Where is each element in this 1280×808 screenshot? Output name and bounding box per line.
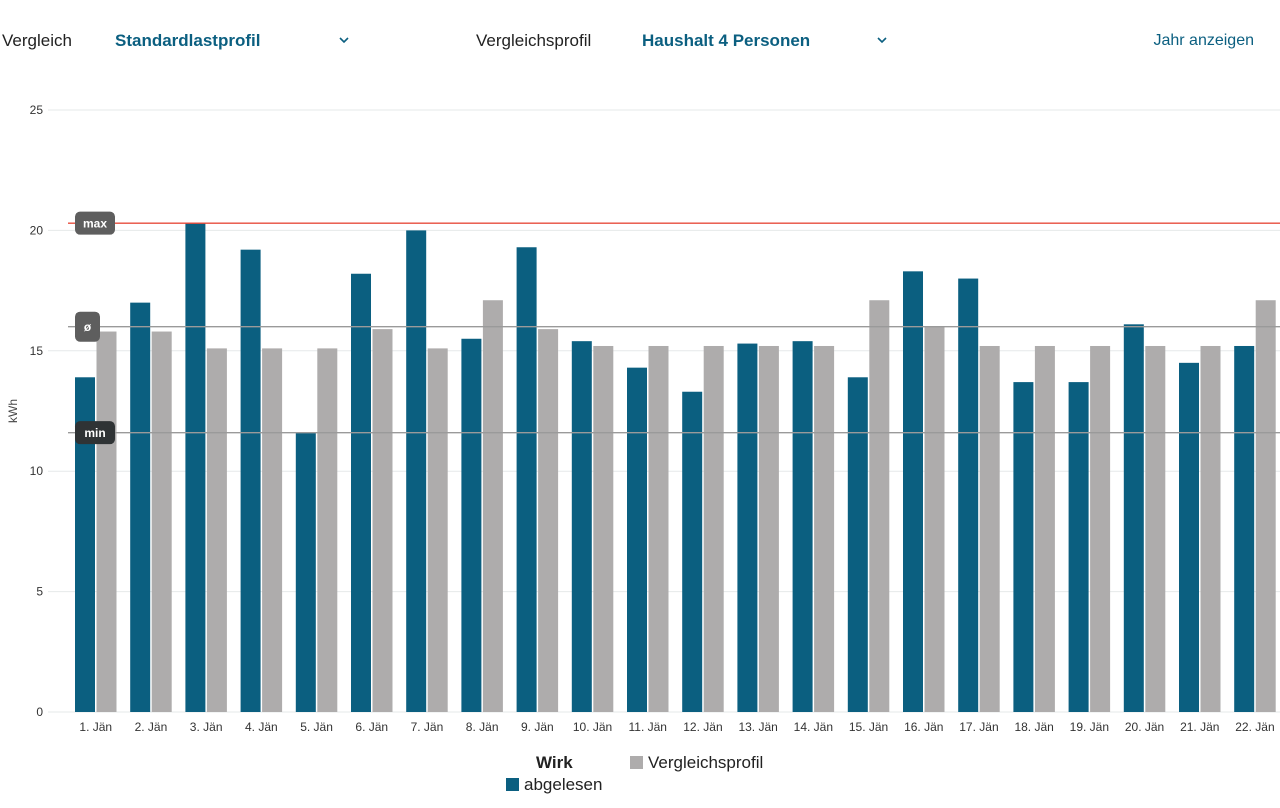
bar-abgelesen[interactable] bbox=[295, 432, 316, 712]
y-tick-label: 15 bbox=[30, 344, 44, 358]
bar-abgelesen[interactable] bbox=[75, 377, 95, 712]
bar-vergleichsprofil[interactable] bbox=[869, 300, 890, 712]
x-tick-label: 6. Jän bbox=[355, 720, 388, 734]
legend-title: Wirk bbox=[536, 753, 573, 772]
bar-abgelesen[interactable] bbox=[571, 341, 592, 712]
bar-vergleichsprofil[interactable] bbox=[1034, 345, 1055, 712]
bar-vergleichsprofil[interactable] bbox=[96, 331, 117, 712]
x-tick-label: 4. Jän bbox=[245, 720, 278, 734]
bar-vergleichsprofil[interactable] bbox=[979, 345, 1000, 712]
bar-abgelesen[interactable] bbox=[1013, 382, 1034, 712]
legend-swatch-abgelesen bbox=[506, 778, 519, 791]
chart-legend: Wirk Vergleichsprofil abgelesen bbox=[0, 750, 1280, 808]
bar-abgelesen[interactable] bbox=[958, 278, 979, 712]
bar-abgelesen[interactable] bbox=[627, 367, 647, 712]
reference-badge-avg bbox=[75, 311, 100, 342]
x-tick-label: 14. Jän bbox=[794, 720, 833, 734]
y-tick-label: 10 bbox=[30, 464, 44, 478]
bar-vergleichsprofil[interactable] bbox=[1200, 345, 1221, 712]
x-tick-label: 17. Jän bbox=[959, 720, 998, 734]
bar-abgelesen[interactable] bbox=[1179, 362, 1199, 712]
legend-label-vergleichsprofil: Vergleichsprofil bbox=[648, 753, 764, 772]
bar-vergleichsprofil[interactable] bbox=[758, 345, 779, 712]
x-tick-label: 5. Jän bbox=[300, 720, 333, 734]
bar-vergleichsprofil[interactable] bbox=[427, 348, 448, 712]
profile-label: Vergleichsprofil bbox=[476, 31, 592, 50]
kwh-bar-chart: 0 5 10 15 20 25 kWh 1. Jän 2. Jän 3. Jän 4. Jän 5. … bbox=[6, 103, 1280, 734]
bar-abgelesen[interactable] bbox=[1068, 382, 1089, 712]
legend-item-vergleichsprofil[interactable]: Vergleichsprofil bbox=[630, 753, 763, 773]
bar-abgelesen[interactable] bbox=[792, 341, 813, 712]
legend-swatch-vergleichsprofil bbox=[630, 756, 643, 769]
profile-select[interactable]: Haushalt 4 Personen bbox=[642, 31, 811, 50]
reference-label: ø bbox=[84, 320, 92, 334]
bar-vergleichsprofil[interactable] bbox=[206, 348, 227, 712]
bar-abgelesen[interactable] bbox=[516, 247, 537, 713]
reference-label: max bbox=[83, 217, 107, 231]
reference-badge-max bbox=[75, 211, 115, 235]
reference-badge-min bbox=[75, 421, 115, 445]
y-tick-label: 25 bbox=[30, 103, 44, 117]
x-tick-label: 19. Jän bbox=[1070, 720, 1109, 734]
bar-vergleichsprofil[interactable] bbox=[151, 331, 172, 712]
bar-abgelesen[interactable] bbox=[737, 343, 758, 712]
x-tick-label: 3. Jän bbox=[190, 720, 223, 734]
bar-vergleichsprofil[interactable] bbox=[1090, 345, 1111, 712]
compare-select[interactable]: Standardlastprofil bbox=[115, 31, 261, 50]
bar-abgelesen[interactable] bbox=[406, 230, 427, 712]
x-tick-label: 9. Jän bbox=[521, 720, 554, 734]
compare-label: Vergleich bbox=[2, 31, 72, 50]
bar-abgelesen[interactable] bbox=[185, 223, 206, 712]
bar-abgelesen[interactable] bbox=[1123, 324, 1144, 712]
bar-abgelesen[interactable] bbox=[682, 391, 703, 712]
bar-abgelesen[interactable] bbox=[847, 377, 868, 712]
filter-bar: Vergleich Standardlastprofil Vergleichsp… bbox=[0, 0, 1280, 84]
bar-abgelesen[interactable] bbox=[903, 271, 923, 712]
bar-abgelesen[interactable] bbox=[351, 273, 371, 712]
chevron-down-icon[interactable] bbox=[874, 32, 890, 48]
reference-label: min bbox=[84, 426, 105, 440]
bar-abgelesen[interactable] bbox=[240, 249, 261, 712]
x-tick-label: 18. Jän bbox=[1014, 720, 1053, 734]
x-tick-label: 22. Jän bbox=[1235, 720, 1274, 734]
x-tick-label: 1. Jän bbox=[79, 720, 112, 734]
x-tick-label: 8. Jän bbox=[466, 720, 499, 734]
x-tick-label: 21. Jän bbox=[1180, 720, 1219, 734]
x-tick-label: 10. Jän bbox=[573, 720, 612, 734]
x-tick-label: 13. Jän bbox=[738, 720, 777, 734]
bar-vergleichsprofil[interactable] bbox=[593, 345, 614, 712]
bar-abgelesen[interactable] bbox=[130, 302, 151, 712]
y-tick-label: 20 bbox=[30, 223, 44, 237]
x-tick-label: 20. Jän bbox=[1125, 720, 1164, 734]
legend-label-abgelesen: abgelesen bbox=[524, 775, 603, 794]
bar-vergleichsprofil[interactable] bbox=[262, 348, 283, 712]
y-tick-label: 5 bbox=[36, 585, 43, 599]
bar-vergleichsprofil[interactable] bbox=[814, 345, 835, 712]
x-tick-label: 2. Jän bbox=[135, 720, 168, 734]
show-year-link[interactable]: Jahr anzeigen bbox=[1153, 32, 1254, 49]
y-tick-label: 0 bbox=[36, 705, 43, 719]
x-tick-label: 16. Jän bbox=[904, 720, 943, 734]
bar-vergleichsprofil[interactable] bbox=[1255, 300, 1276, 712]
bar-abgelesen[interactable] bbox=[461, 338, 482, 712]
bar-vergleichsprofil[interactable] bbox=[317, 348, 338, 712]
x-tick-label: 11. Jän bbox=[629, 720, 667, 734]
x-tick-label: 7. Jän bbox=[411, 720, 444, 734]
y-axis-label: kWh bbox=[6, 399, 20, 423]
x-tick-label: 12. Jän bbox=[683, 720, 722, 734]
bar-vergleichsprofil[interactable] bbox=[482, 300, 503, 712]
bar-abgelesen[interactable] bbox=[1234, 345, 1255, 712]
bar-vergleichsprofil[interactable] bbox=[538, 329, 559, 712]
bar-vergleichsprofil[interactable] bbox=[648, 345, 669, 712]
bar-vergleichsprofil[interactable] bbox=[703, 345, 724, 712]
bar-vergleichsprofil[interactable] bbox=[372, 329, 393, 712]
bar-vergleichsprofil[interactable] bbox=[924, 326, 945, 712]
bar-vergleichsprofil[interactable] bbox=[1145, 345, 1166, 712]
x-tick-label: 15. Jän bbox=[849, 720, 888, 734]
chevron-down-icon[interactable] bbox=[336, 32, 352, 48]
legend-item-abgelesen[interactable]: abgelesen bbox=[506, 775, 602, 795]
